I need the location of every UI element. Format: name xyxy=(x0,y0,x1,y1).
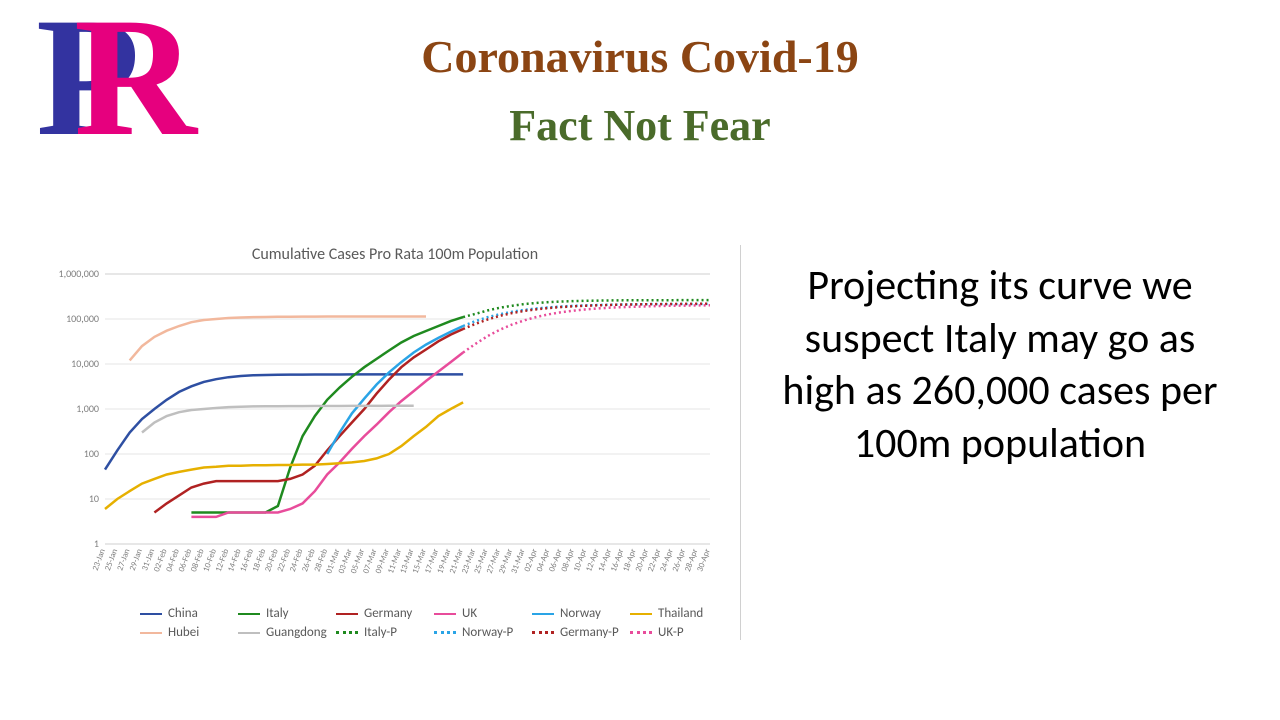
svg-text:100: 100 xyxy=(84,447,99,460)
svg-text:100,000: 100,000 xyxy=(66,312,99,325)
legend-item-guangdong: Guangdong xyxy=(238,625,336,640)
legend-item-norway: Norway xyxy=(532,606,630,621)
legend-item-uk: UK xyxy=(434,606,532,621)
slide: P R Coronavirus Covid-19 Fact Not Fear C… xyxy=(0,0,1280,720)
legend-item-norway-p: Norway-P xyxy=(434,625,532,640)
legend-item-thailand: Thailand xyxy=(630,606,728,621)
legend-item-germany-p: Germany-P xyxy=(532,625,630,640)
chart-legend: ChinaItalyGermanyUKNorwayThailand HubeiGu… xyxy=(140,602,730,640)
svg-text:1,000: 1,000 xyxy=(76,402,99,415)
legend-item-china: China xyxy=(140,606,238,621)
svg-text:10: 10 xyxy=(89,492,99,505)
legend-item-italy: Italy xyxy=(238,606,336,621)
commentary-text: Projecting its curve we suspect Italy ma… xyxy=(780,260,1220,470)
line-chart: 1101001,00010,000100,0001,000,00023-Jan2… xyxy=(50,264,715,584)
legend-item-uk-p: UK-P xyxy=(630,625,728,640)
chart-container: Cumulative Cases Pro Rata 100m Populatio… xyxy=(50,245,741,640)
svg-text:10,000: 10,000 xyxy=(71,357,99,370)
legend-item-hubei: Hubei xyxy=(140,625,238,640)
chart-title: Cumulative Cases Pro Rata 100m Populatio… xyxy=(50,245,740,264)
svg-text:1,000,000: 1,000,000 xyxy=(59,267,99,280)
main-title: Coronavirus Covid-19 xyxy=(0,30,1280,83)
legend-item-italy-p: Italy-P xyxy=(336,625,434,640)
legend-item-germany: Germany xyxy=(336,606,434,621)
sub-title: Fact Not Fear xyxy=(0,100,1280,151)
